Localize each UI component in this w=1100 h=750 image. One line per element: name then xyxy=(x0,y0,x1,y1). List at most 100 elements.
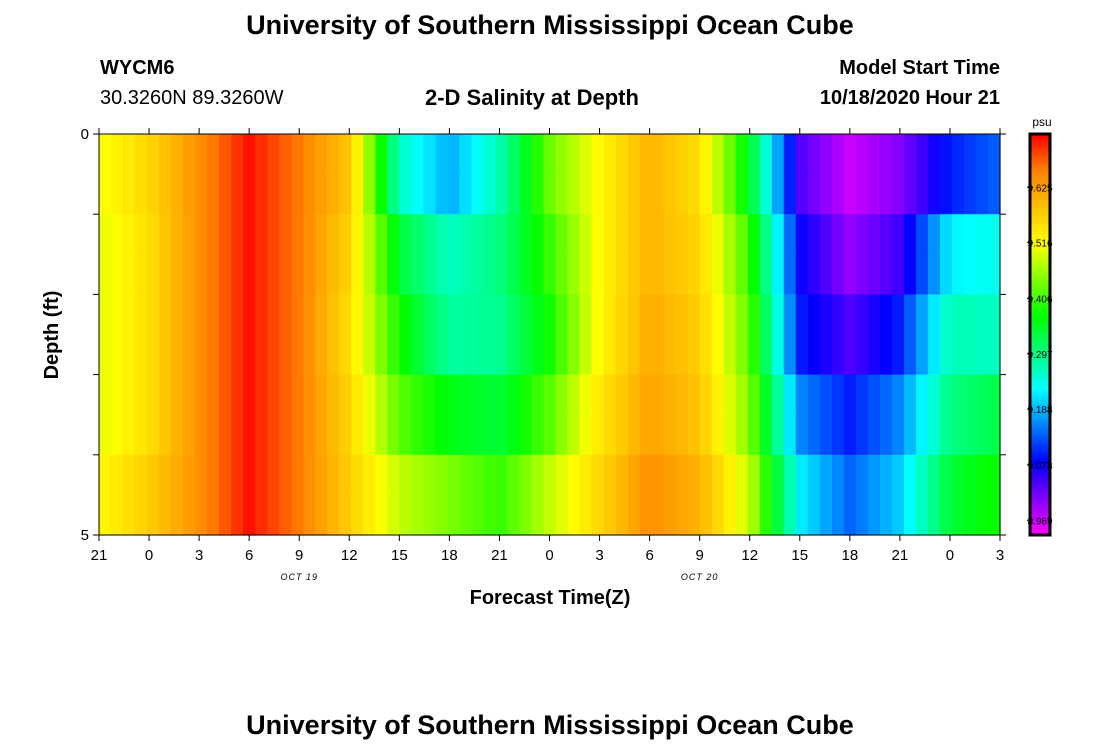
heatmap-cell xyxy=(483,334,497,376)
heatmap-cell xyxy=(747,334,761,376)
heatmap-cell xyxy=(219,494,232,536)
heatmap-cell xyxy=(747,374,761,416)
x-tick-label: 21 xyxy=(491,547,508,564)
heatmap-cell xyxy=(591,294,605,336)
station-coordinates: 30.3260N 89.3260W xyxy=(100,87,284,109)
x-tick-label: 15 xyxy=(391,547,408,564)
heatmap-cell xyxy=(327,374,340,416)
heatmap-cell xyxy=(819,494,833,536)
heatmap-cell xyxy=(171,294,184,336)
heatmap-cell xyxy=(543,334,557,376)
heatmap-cell xyxy=(303,294,316,336)
x-tick-label: 18 xyxy=(841,547,858,564)
heatmap-cell xyxy=(579,294,593,336)
heatmap-cell xyxy=(291,374,304,416)
heatmap-cell xyxy=(939,214,953,255)
heatmap-cell xyxy=(687,414,701,456)
heatmap-cell xyxy=(507,174,521,215)
heatmap-cell xyxy=(219,134,232,175)
heatmap-cell xyxy=(891,374,905,416)
heatmap-cell xyxy=(879,294,893,336)
heatmap-cell xyxy=(951,174,965,215)
heatmap-cell xyxy=(303,214,316,255)
heatmap-cell xyxy=(483,294,497,336)
heatmap-cell xyxy=(135,334,148,376)
heatmap-cell xyxy=(231,374,244,416)
heatmap-cell xyxy=(735,254,749,295)
heatmap-cell xyxy=(951,374,965,416)
heatmap-cell xyxy=(363,414,376,456)
heatmap-cell xyxy=(531,414,545,456)
heatmap-cell xyxy=(927,134,941,175)
heatmap-cell xyxy=(615,294,629,336)
heatmap-cell xyxy=(603,454,617,496)
heatmap-cell xyxy=(483,494,497,536)
heatmap-cell xyxy=(759,454,773,496)
heatmap-cell xyxy=(483,214,497,255)
heatmap-cell xyxy=(471,494,485,536)
heatmap-cell xyxy=(435,414,448,456)
heatmap-cell xyxy=(843,414,857,456)
heatmap-cell xyxy=(783,214,797,255)
heatmap-cell xyxy=(639,254,653,295)
heatmap-cell xyxy=(951,494,965,536)
heatmap-cell xyxy=(519,494,533,536)
heatmap-cell xyxy=(207,134,220,175)
heatmap-cell xyxy=(411,414,424,456)
heatmap-cell xyxy=(267,174,280,215)
heatmap-cell xyxy=(879,134,893,175)
heatmap-cell xyxy=(279,294,292,336)
heatmap-cell xyxy=(303,454,316,496)
heatmap-cell xyxy=(135,214,148,255)
heatmap-cell xyxy=(711,454,725,496)
heatmap-cell xyxy=(135,134,148,175)
heatmap-cell xyxy=(735,294,749,336)
heatmap-cell xyxy=(579,414,593,456)
heatmap-cell xyxy=(687,334,701,376)
heatmap-cell xyxy=(939,294,953,336)
heatmap-cell xyxy=(879,214,893,255)
heatmap-cell xyxy=(747,494,761,536)
heatmap-cell xyxy=(507,494,521,536)
heatmap-cell xyxy=(807,494,821,536)
heatmap-cell xyxy=(819,414,833,456)
heatmap-cell xyxy=(879,374,893,416)
heatmap-cell xyxy=(255,134,268,175)
heatmap-cell xyxy=(159,334,172,376)
heatmap-cell xyxy=(111,254,124,295)
heatmap-cell xyxy=(747,254,761,295)
heatmap-cell xyxy=(231,214,244,255)
heatmap-cell xyxy=(639,494,653,536)
heatmap-cell xyxy=(207,374,220,416)
heatmap-cell xyxy=(111,454,124,496)
heatmap-cell xyxy=(783,374,797,416)
heatmap-cell xyxy=(615,334,629,376)
heatmap-cell xyxy=(615,214,629,255)
heatmap-cell xyxy=(399,494,412,536)
heatmap-cell xyxy=(243,494,256,536)
heatmap-cell xyxy=(435,374,448,416)
heatmap-cell xyxy=(423,174,436,215)
heatmap-cell xyxy=(735,454,749,496)
y-axis-label: Depth (ft) xyxy=(41,291,63,380)
heatmap-cell xyxy=(975,334,989,376)
heatmap-cell xyxy=(567,134,581,175)
heatmap-cell xyxy=(927,174,941,215)
heatmap-cell xyxy=(867,254,881,295)
heatmap-cell xyxy=(939,134,953,175)
heatmap-cell xyxy=(363,454,376,496)
heatmap-cell xyxy=(747,454,761,496)
heatmap-cell xyxy=(327,214,340,255)
heatmap-cell xyxy=(363,214,376,255)
heatmap-cell xyxy=(699,454,713,496)
heatmap-cell xyxy=(123,174,136,215)
heatmap-cell xyxy=(735,374,749,416)
heatmap-cell xyxy=(603,134,617,175)
heatmap-cell xyxy=(483,134,497,175)
heatmap-cell xyxy=(375,254,388,295)
heatmap-cell xyxy=(303,494,316,536)
model-start-label: Model Start Time xyxy=(839,57,1000,79)
heatmap-cell xyxy=(435,134,448,175)
heatmap-cell xyxy=(471,334,485,376)
heatmap-cell xyxy=(543,414,557,456)
